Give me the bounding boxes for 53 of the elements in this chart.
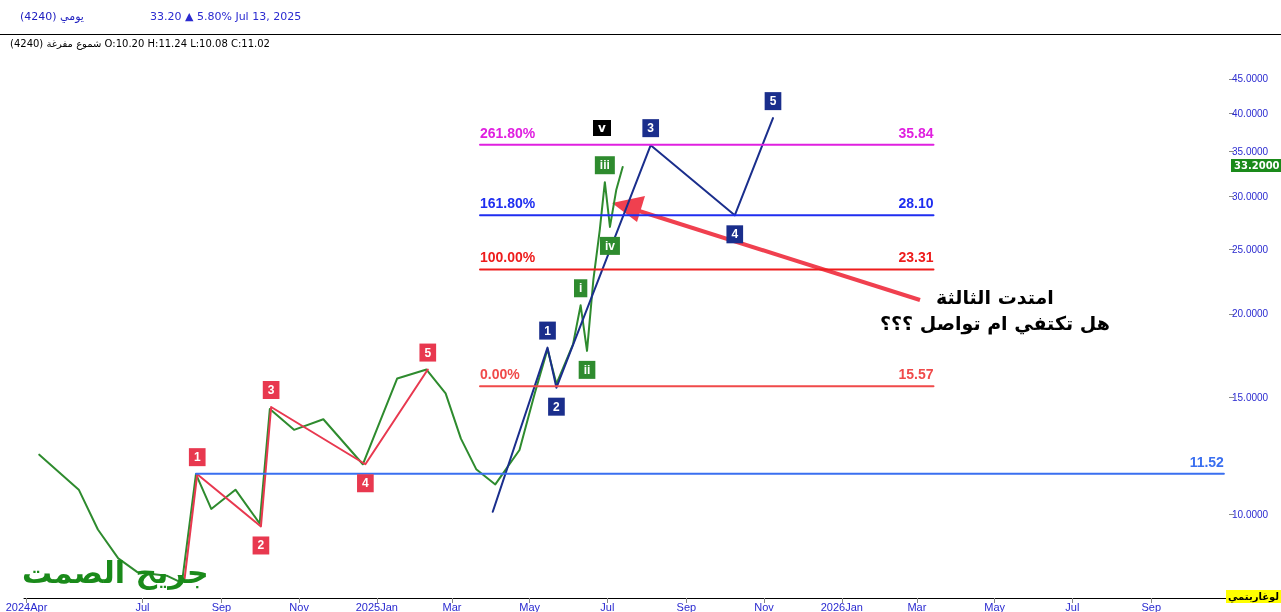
series-label: 161.80% [480, 195, 536, 212]
y-tick-label: 35.0000 [1232, 146, 1269, 158]
annotation: شموع مفرغة (4240) O:10.20 H:11.24 L:10.08 C:11.02 [10, 38, 270, 49]
x-tick-label: May [519, 600, 541, 612]
x-tick-label: Sep [211, 600, 232, 612]
annotation: i [578, 281, 583, 296]
y-tick-label: 25.0000 [1232, 243, 1269, 255]
chart-title: (4240) يومي [20, 10, 84, 23]
text: 33.2000 [1231, 158, 1281, 172]
x-tick-label: Jul [1065, 600, 1080, 612]
data-label: 35.84 [898, 124, 934, 141]
annotation: 3 [267, 383, 275, 397]
x-tick-label: May [984, 600, 1006, 612]
data-label: 23.31 [898, 249, 934, 266]
x-tick-label: Jul [135, 600, 150, 612]
annotation: امتدت الثالثة هل تكتفي ام تواصل ؟؟؟ [880, 285, 1110, 336]
annotation: iv [604, 238, 616, 253]
x-tick-label: 2025Jan [355, 600, 398, 612]
annotation: 2 [257, 538, 265, 553]
y-tick-label: 15.0000 [1232, 391, 1269, 403]
x-tick-label: 2026Jan [820, 600, 863, 612]
x-tick-label: Nov [754, 600, 775, 612]
x-tick-label: Mar [907, 600, 927, 612]
annotation: 4 [362, 476, 370, 491]
annotation: ii [583, 362, 591, 377]
series-label: 261.80% [480, 124, 536, 141]
data-label: 15.57 [898, 366, 934, 383]
y-tick-label: 40.0000 [1232, 107, 1269, 119]
annotation: iii [599, 158, 610, 173]
chart-subtitle: 33.20 ▲ 5.80% Jul 13, 2025 [150, 10, 302, 23]
y-tick-label: 10.0000 [1232, 509, 1269, 521]
series-label: 0.00% [480, 366, 521, 383]
annotation: 5 [424, 345, 432, 360]
x-tick-label: 2024Apr [5, 600, 48, 612]
series-label: 100.00% [480, 249, 536, 266]
x-tick-label: Nov [289, 600, 310, 612]
annotation: 2 [553, 399, 561, 414]
annotation: 1 [193, 450, 201, 465]
annotation: 1 [544, 323, 552, 338]
annotation: 3 [647, 121, 655, 136]
y-tick-label: 30.0000 [1232, 190, 1269, 202]
annotation: 4 [731, 227, 739, 242]
x-tick-label: Sep [676, 600, 697, 612]
x-tick-label: Mar [442, 600, 462, 612]
x-tick-label: Sep [1141, 600, 1162, 612]
data-label: 11.52 [1189, 453, 1225, 470]
annotation: 5 [769, 94, 777, 109]
x-tick-label: Jul [600, 600, 615, 612]
data-label: 28.10 [898, 195, 934, 212]
y-tick-label: 45.0000 [1232, 73, 1269, 85]
annotation: لوغاريتمي [1226, 590, 1281, 603]
annotation: v [593, 120, 611, 136]
y-tick-label: 20.0000 [1232, 308, 1269, 320]
